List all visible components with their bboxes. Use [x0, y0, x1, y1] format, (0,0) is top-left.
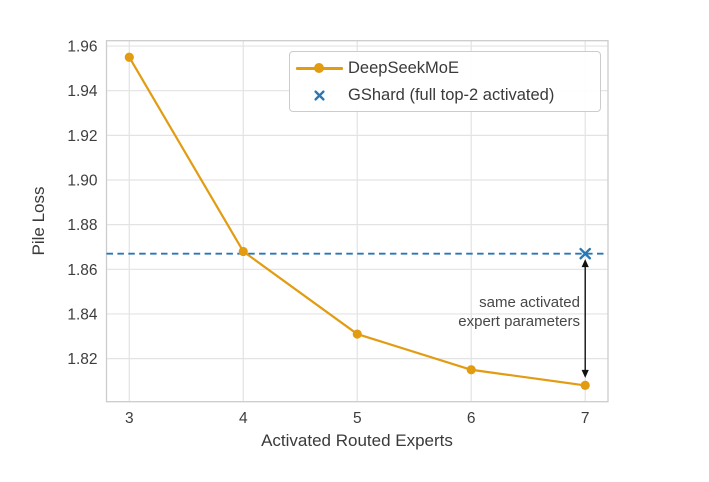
x-tick-label: 3 — [125, 410, 134, 427]
legend-label-deepseekmoe: DeepSeekMoE — [348, 59, 459, 77]
x-tick-label: 7 — [581, 410, 590, 427]
y-tick-label: 1.82 — [67, 351, 97, 368]
annotation-text: same activated expert parameters — [380, 294, 580, 331]
line-circle-marker-icon — [290, 63, 348, 74]
y-tick-label: 1.94 — [67, 83, 98, 100]
x-tick-label: 6 — [467, 410, 476, 427]
y-tick-label: 1.88 — [67, 217, 97, 234]
arrow-head-up — [581, 259, 589, 268]
x-tick-label: 4 — [239, 410, 248, 427]
gshard-x-marker — [579, 247, 592, 260]
data-point-marker — [466, 365, 476, 375]
legend: DeepSeekMoE GShard (full top-2 activated… — [289, 51, 601, 112]
data-point-marker — [124, 52, 134, 62]
legend-label-gshard: GShard (full top-2 activated) — [348, 86, 555, 104]
y-axis-label: Pile Loss — [29, 186, 48, 256]
x-marker-icon — [290, 89, 348, 102]
annotation-line-2: expert parameters — [458, 312, 580, 330]
legend-item-gshard: GShard (full top-2 activated) — [290, 82, 600, 109]
y-tick-label: 1.86 — [67, 262, 97, 279]
y-tick-label: 1.96 — [67, 39, 97, 56]
annotation-line-1: same activated — [479, 294, 580, 311]
x-tick-label: 5 — [353, 410, 362, 427]
legend-item-deepseekmoe: DeepSeekMoE — [290, 55, 600, 82]
y-tick-label: 1.92 — [67, 128, 97, 145]
plot-border — [105, 40, 609, 403]
x-axis-label: Activated Routed Experts — [261, 431, 453, 450]
arrow-head-down — [581, 369, 589, 378]
y-tick-label: 1.84 — [67, 306, 98, 323]
data-point-marker — [238, 246, 248, 257]
y-tick-label: 1.90 — [67, 173, 98, 190]
data-point-marker — [352, 329, 362, 339]
data-point-marker — [580, 380, 590, 391]
